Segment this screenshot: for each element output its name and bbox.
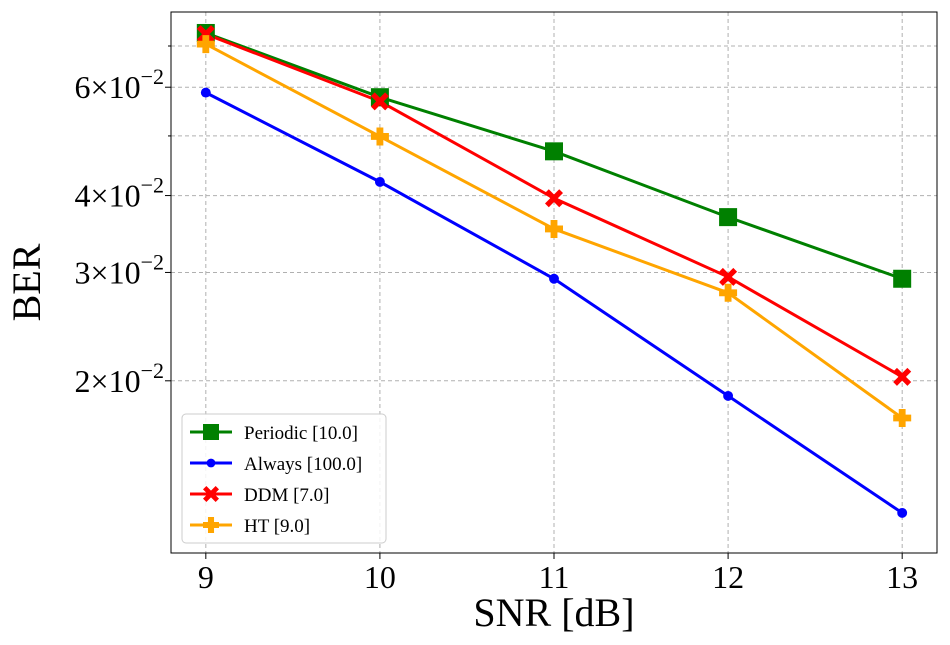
y-tick-label: 2×10−2 [75, 358, 164, 399]
x-tick-label: 9 [198, 559, 214, 595]
y-tick-label: 4×10−2 [75, 173, 164, 214]
data-point-2 [893, 367, 912, 386]
x-tick-label: 10 [364, 559, 396, 595]
data-point-2 [370, 92, 389, 111]
legend-label: DDM [7.0] [244, 485, 330, 506]
legend: Periodic [10.0] Always [100.0] DDM [7.0] HT… [181, 413, 387, 544]
data-point-3 [370, 127, 389, 146]
x-tick-label: 11 [539, 559, 570, 595]
data-point-0 [893, 269, 912, 288]
data-point-0 [545, 142, 563, 161]
data-point-0 [719, 208, 738, 227]
data-point-1 [549, 273, 559, 284]
legend-box [181, 413, 387, 544]
series-markers [196, 23, 912, 518]
data-point-1 [374, 176, 385, 187]
x-axis-title: SNR [dB] [473, 590, 634, 635]
legend-label: Periodic [10.0] [244, 423, 358, 444]
legend-label: HT [9.0] [244, 516, 310, 537]
grid-lines [171, 12, 937, 553]
data-point-3 [893, 409, 912, 428]
y-tick-label: 3×10−2 [75, 249, 164, 290]
x-tick-label: 12 [712, 559, 744, 595]
data-point-0 [370, 88, 389, 107]
legend-swatch-marker [206, 458, 216, 468]
data-point-2 [719, 267, 738, 286]
legend-swatch-marker [203, 517, 219, 533]
y-axis-title: BER [4, 243, 49, 321]
legend-swatch-marker [203, 424, 219, 440]
data-point-2 [545, 189, 563, 208]
legend-swatch-marker [203, 486, 219, 502]
data-point-1 [723, 390, 734, 401]
legend-label: Always [100.0] [244, 454, 362, 475]
x-tick-label: 13 [886, 559, 918, 595]
data-point-3 [719, 283, 738, 302]
data-point-1 [200, 87, 211, 98]
data-point-1 [897, 507, 908, 518]
y-axis-ticks: 2×10−2 3×10−2 4×10−2 6×10−2 [75, 45, 171, 399]
data-point-3 [196, 35, 215, 54]
data-point-3 [545, 219, 563, 238]
data-point-2 [196, 25, 215, 44]
y-tick-label: 6×10−2 [75, 64, 164, 105]
x-axis-ticks: 9 10 11 12 13 [198, 553, 918, 595]
